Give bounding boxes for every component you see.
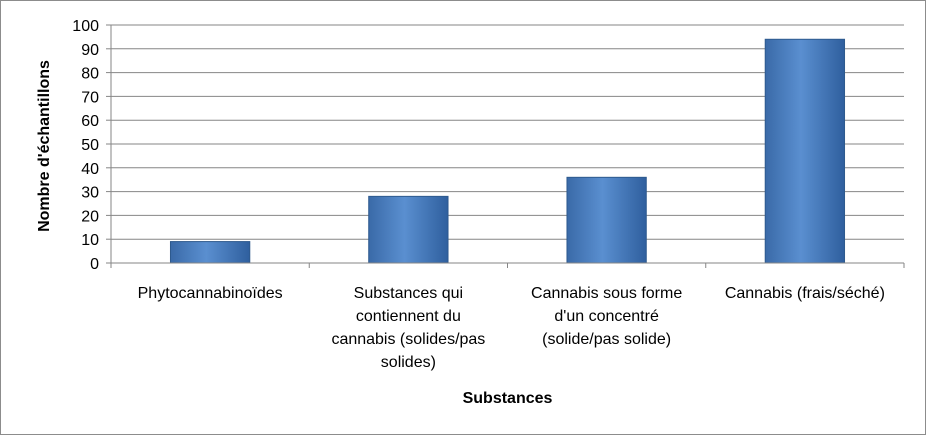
y-axis-ticks: 0 10 20 30 40 50 60 70 80 90 100 [72, 18, 111, 273]
y-tick-label: 20 [81, 208, 99, 225]
y-tick-label: 100 [72, 18, 99, 35]
x-category-label: Cannabis (frais/séché) [725, 285, 885, 302]
x-category-label: Cannabis sous forme d'un concentré (solide… [531, 285, 682, 348]
x-category-label: Phytocannabinoïdes [138, 285, 283, 302]
gridlines [111, 24, 904, 240]
bar [566, 176, 647, 264]
y-tick-label: 50 [81, 137, 99, 154]
bar [368, 195, 449, 264]
y-tick-label: 80 [81, 66, 99, 83]
bars [169, 38, 846, 264]
x-category-label: Substances qui contiennent du cannabis (so… [331, 285, 485, 371]
y-tick-label: 0 [90, 256, 99, 273]
y-tick-label: 70 [81, 89, 99, 106]
y-tick-label: 60 [81, 113, 99, 130]
y-tick-label: 30 [81, 185, 99, 202]
x-axis-title: Substances [463, 390, 553, 407]
bar [169, 241, 251, 264]
y-tick-label: 40 [81, 161, 99, 178]
y-tick-label: 90 [81, 42, 99, 59]
bar [764, 38, 846, 264]
y-tick-label: 10 [81, 232, 99, 249]
y-axis-title: Nombre d'échantillons [36, 60, 53, 232]
x-axis-categories: Phytocannabinoïdes Substances qui contienn… [110, 263, 905, 371]
